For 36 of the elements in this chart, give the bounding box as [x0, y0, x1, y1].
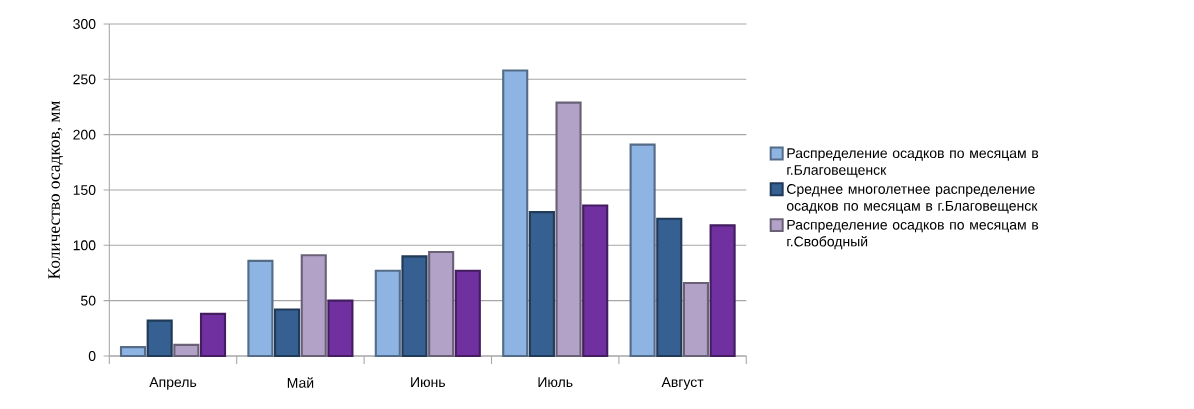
- legend-label: Распределение осадков по месяцам в г.Благовещенск: [787, 148, 1039, 178]
- x-tick-label: Июнь: [411, 377, 446, 388]
- y-tick-label: 300: [73, 19, 96, 29]
- bar: [146, 319, 173, 358]
- bar: [247, 259, 274, 358]
- y-tick-label: 0: [88, 351, 96, 361]
- y-tick-label: 100: [73, 240, 96, 251]
- bar: [582, 204, 609, 358]
- y-tick-label: 150: [73, 185, 96, 195]
- bar: [173, 343, 200, 358]
- bar: [454, 269, 481, 358]
- bar: [119, 346, 147, 358]
- bar: [327, 299, 354, 358]
- y-tick-label: 250: [73, 74, 96, 85]
- bar: [274, 308, 301, 358]
- x-tick-label: Июль: [538, 377, 573, 388]
- legend-label: Среднее многолетнее распределение осадков по месяцам в г.Благовещенск: [786, 184, 1038, 214]
- bar: [502, 69, 529, 358]
- x-tick-label: Август: [661, 377, 704, 390]
- bar: [629, 143, 656, 358]
- y-axis-title: Количество осадков, мм: [48, 101, 64, 279]
- y-tick-label: 200: [73, 129, 96, 140]
- bar: [428, 250, 455, 358]
- legend-label: Распределение осадков по месяцам в г.Свободный: [787, 219, 1039, 250]
- bar: [374, 269, 401, 358]
- bar: [709, 224, 736, 358]
- x-tick-label: Апрель: [149, 377, 197, 390]
- bar: [199, 312, 227, 358]
- bar: [401, 255, 428, 358]
- bar: [528, 211, 555, 358]
- x-tick-label: Май: [287, 377, 314, 388]
- bar: [682, 281, 710, 358]
- bar: [555, 101, 582, 358]
- y-tick-label: 50: [81, 295, 96, 306]
- bar: [300, 254, 327, 358]
- bar: [656, 217, 683, 358]
